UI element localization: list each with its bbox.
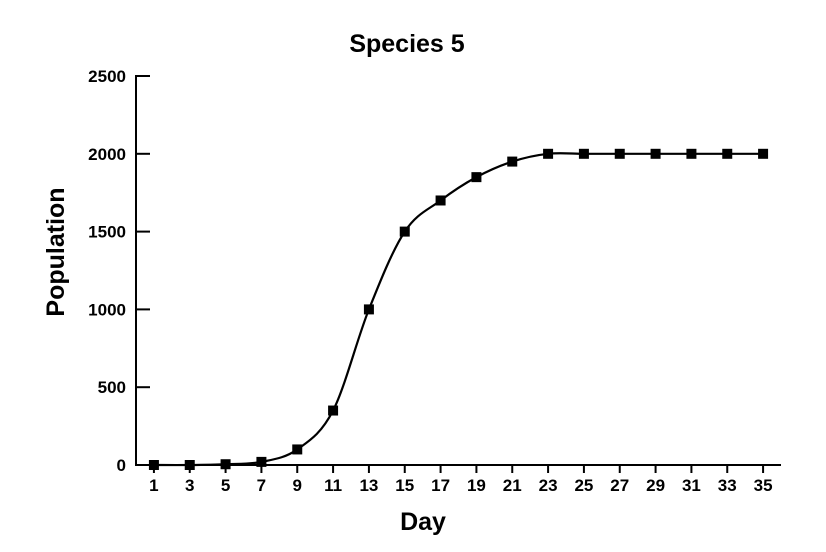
data-point-marker xyxy=(722,148,733,159)
x-tick-label: 19 xyxy=(467,476,486,495)
data-point-marker xyxy=(220,459,231,470)
x-tick-label: 29 xyxy=(646,476,665,495)
x-tick-label: 31 xyxy=(682,476,701,495)
y-tick-label: 1000 xyxy=(88,300,126,319)
data-point-marker xyxy=(328,405,339,416)
y-tick-label: 2000 xyxy=(88,145,126,164)
x-tick-label: 23 xyxy=(539,476,558,495)
x-tick-label: 13 xyxy=(359,476,378,495)
x-tick-label: 25 xyxy=(574,476,593,495)
x-tick-label: 9 xyxy=(293,476,302,495)
data-point-marker xyxy=(686,148,697,159)
data-point-marker xyxy=(256,456,267,467)
data-point-marker xyxy=(758,148,769,159)
data-point-marker xyxy=(148,460,159,470)
x-tick-label: 11 xyxy=(324,476,342,495)
data-point-marker xyxy=(292,444,303,455)
series-line xyxy=(153,152,764,467)
data-point-marker xyxy=(363,304,374,315)
plot-area xyxy=(148,148,769,470)
x-tick-label: 15 xyxy=(395,476,414,495)
x-tick-label: 35 xyxy=(754,476,773,495)
y-tick-label: 1500 xyxy=(88,223,126,242)
data-point-marker xyxy=(650,148,661,159)
data-point-marker xyxy=(399,226,410,237)
data-point-marker xyxy=(543,148,554,159)
y-ticks: 0 500 1000 1500 2000 2500 xyxy=(88,67,150,475)
x-tick-label: 1 xyxy=(149,476,158,495)
x-tick-label: 7 xyxy=(257,476,266,495)
y-tick-label: 0 xyxy=(117,456,126,475)
x-tick-label: 27 xyxy=(610,476,629,495)
data-point-marker xyxy=(578,148,589,159)
x-ticks: 1 3 5 7 9 11 13 15 17 19 21 23 25 27 29 31 33 35 xyxy=(149,465,773,495)
axes xyxy=(135,76,781,466)
x-tick-label: 5 xyxy=(221,476,230,495)
data-point-marker xyxy=(184,460,195,470)
x-tick-label: 33 xyxy=(718,476,737,495)
data-point-marker xyxy=(614,148,625,159)
data-point-marker xyxy=(507,156,518,167)
y-tick-label: 500 xyxy=(98,378,126,397)
data-point-marker xyxy=(435,195,446,206)
chart-title: Species 5 xyxy=(349,30,464,58)
x-tick-label: 17 xyxy=(431,476,450,495)
x-tick-label: 3 xyxy=(185,476,194,495)
x-axis-label: Day xyxy=(400,508,446,536)
y-tick-label: 2500 xyxy=(88,67,126,86)
y-axis-label: Population xyxy=(42,187,70,316)
data-point-marker xyxy=(471,172,482,183)
x-tick-label: 21 xyxy=(503,476,522,495)
